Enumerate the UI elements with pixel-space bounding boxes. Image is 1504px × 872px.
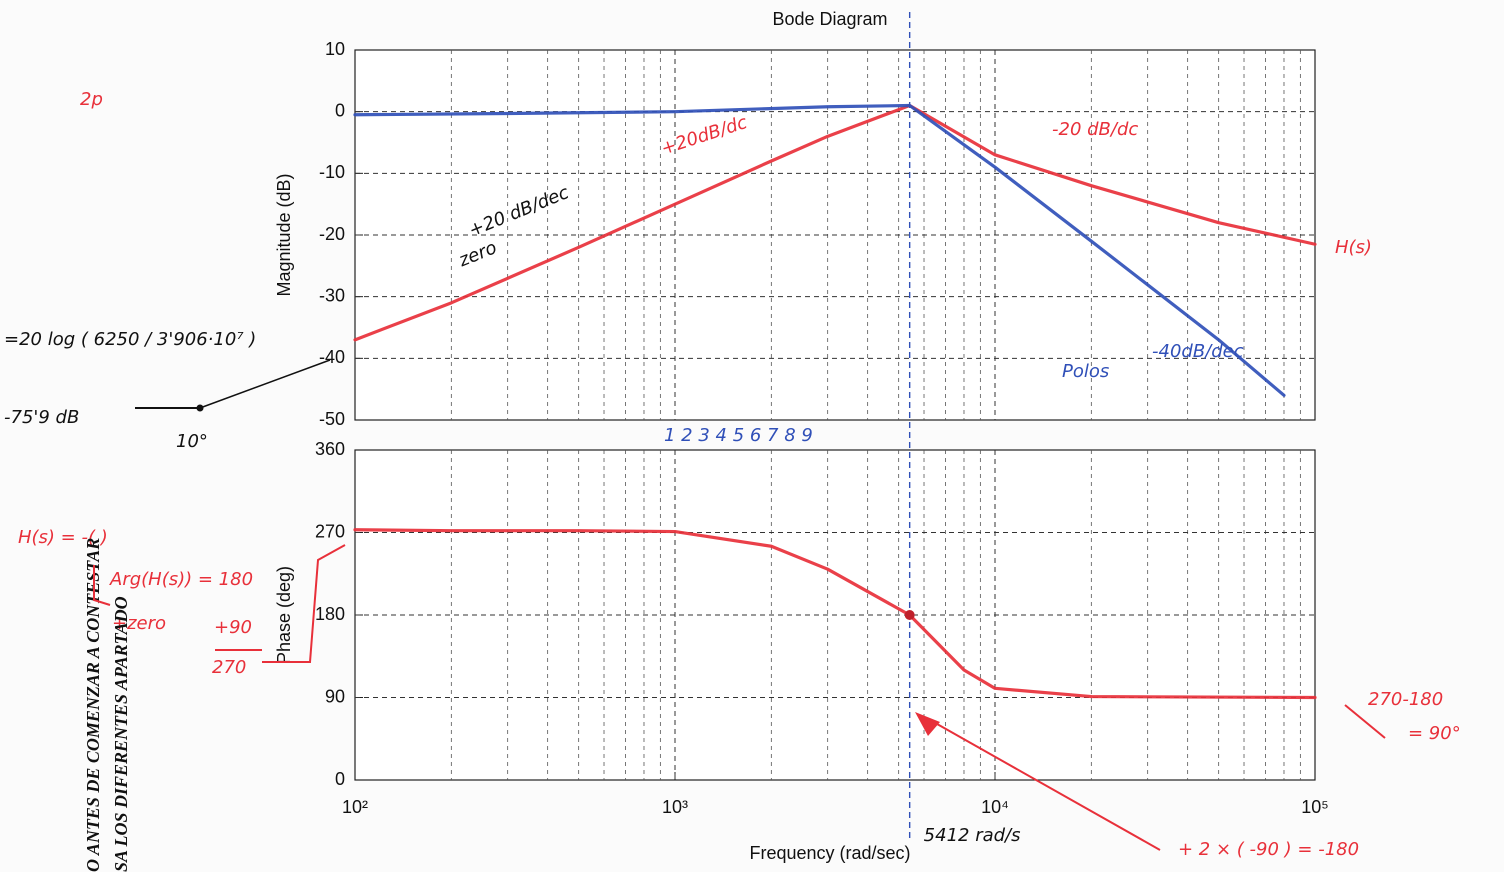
y-axis-label: Phase (deg) <box>274 566 294 664</box>
plot-layer: 10 0 -10 -20 -30 -40 -50 Bode Diagram Magnitude … <box>4 9 1461 872</box>
annotation: H(s) = -( ) <box>18 527 108 548</box>
annotation: =20 log ( 6250 / 3'906·10⁷ ) <box>4 329 256 350</box>
ink-line <box>199 359 331 409</box>
annotation: H(s) <box>1335 237 1372 258</box>
y-tick-label: 90 <box>325 686 345 706</box>
annotation: 270 <box>212 657 246 678</box>
y-axis-label: Magnitude (dB) <box>274 173 294 296</box>
crossover-label: 5412 rad/s <box>924 825 1021 846</box>
annotation: 2p <box>80 89 103 110</box>
x-tick-label: 10⁴ <box>981 797 1009 817</box>
ink-dot <box>196 404 204 412</box>
data-line <box>353 528 1317 700</box>
y-tick-label: 0 <box>335 769 345 789</box>
annotation: -20 dB/dc <box>1052 119 1138 140</box>
ink-arrow <box>1344 704 1386 739</box>
y-tick-label: 10 <box>325 39 345 59</box>
data-line <box>353 103 1317 342</box>
y-tick-label: 270 <box>315 521 345 541</box>
annotation: + 2 × ( -90 ) = -180 <box>1178 839 1359 860</box>
y-tick-label: 180 <box>315 604 345 624</box>
x-tick-label: 10² <box>342 797 368 817</box>
annotation: 10° <box>176 431 208 452</box>
annotation: 1 2 3 4 5 6 7 8 9 <box>664 425 813 446</box>
y-tick-label: -10 <box>319 162 345 182</box>
annotation: = 90° <box>1408 723 1461 744</box>
y-tick-label: 360 <box>315 439 345 459</box>
x-tick-label: 10³ <box>662 797 688 817</box>
annotation: -40dB/dec <box>1152 341 1244 362</box>
x-tick-label: 10⁵ <box>1301 797 1328 817</box>
chart-title: Bode Diagram <box>772 9 887 29</box>
ink-arrow <box>93 565 111 606</box>
y-tick-label: 0 <box>335 100 345 120</box>
annotation: Arg(H(s)) = 180 <box>109 569 253 590</box>
annotation: Polos <box>1062 361 1109 382</box>
y-tick-label: -20 <box>319 224 345 244</box>
annotation: +90 <box>214 617 252 638</box>
x-axis-label: Frequency (rad/sec) <box>749 843 910 863</box>
annotation: 270-180 <box>1368 689 1443 710</box>
crossover-dot <box>904 610 915 620</box>
y-tick-label: -50 <box>319 409 345 429</box>
margin-text: SA LOS DIFERENTES APARTADO <box>111 596 131 872</box>
ink-arrow <box>262 544 346 663</box>
ink-arrow <box>929 719 1161 851</box>
annotation: -75'9 dB <box>4 407 79 428</box>
annotation: +zero <box>112 613 166 634</box>
y-tick-label: -40 <box>319 347 345 367</box>
margin-text: O ANTES DE COMENZAR A CONTESTAR <box>83 538 103 872</box>
y-tick-label: -30 <box>319 285 345 305</box>
ink-arrowhead <box>915 712 940 736</box>
